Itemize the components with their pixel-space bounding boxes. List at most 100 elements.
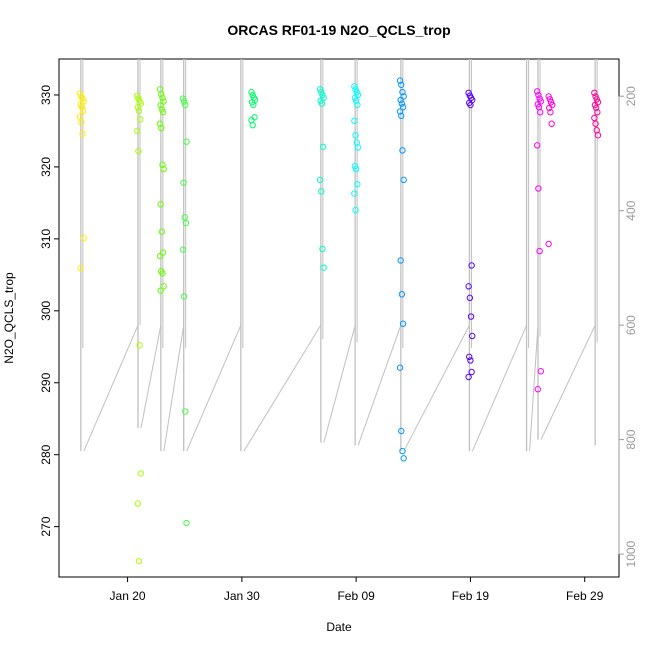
data-point xyxy=(136,342,143,349)
data-point xyxy=(466,353,473,361)
x-axis: Jan 20 Jan 30 Feb 09 Feb 19 Feb 29 xyxy=(110,576,604,603)
data-point xyxy=(398,81,405,89)
data-point xyxy=(399,320,407,327)
data-point xyxy=(400,176,407,184)
data-point xyxy=(157,101,164,109)
y-tick-label: 320 xyxy=(39,157,53,177)
data-point xyxy=(467,101,474,109)
data-point xyxy=(591,114,598,122)
y-tick-label: 290 xyxy=(39,372,53,392)
x-tick-label: Feb 29 xyxy=(566,589,604,603)
secondary-connector xyxy=(140,325,162,429)
y-axis-label: N2O_QCLS_trop xyxy=(2,272,16,364)
data-point xyxy=(157,287,164,294)
data-point xyxy=(249,121,256,129)
secondary-connector xyxy=(163,325,185,452)
secondary-connector xyxy=(323,325,356,443)
data-point xyxy=(179,95,187,102)
data-point xyxy=(534,101,541,108)
data-point xyxy=(180,293,188,300)
data-point xyxy=(354,180,361,188)
data-point xyxy=(156,252,164,260)
data-point xyxy=(591,89,598,97)
data-point xyxy=(398,427,405,435)
data-point xyxy=(465,89,472,97)
data-point xyxy=(248,88,255,96)
data-point xyxy=(351,117,358,125)
x-tick-label: Feb 09 xyxy=(337,589,375,603)
data-point xyxy=(249,91,256,99)
data-point xyxy=(318,88,325,96)
data-point xyxy=(534,142,541,149)
data-point xyxy=(534,386,541,393)
data-point xyxy=(351,83,358,90)
data-point xyxy=(79,95,86,102)
data-point xyxy=(159,94,166,102)
secondary-connector xyxy=(540,324,596,440)
data-point xyxy=(352,206,359,214)
data-point xyxy=(352,165,360,173)
data-point xyxy=(182,408,189,415)
data-point xyxy=(135,107,143,115)
data-point xyxy=(592,120,599,127)
data-point xyxy=(160,98,167,105)
secondary-connector xyxy=(243,324,322,452)
y2-tick-label: 400 xyxy=(624,200,638,220)
data-point xyxy=(593,96,600,103)
data-point xyxy=(465,283,472,290)
data-point xyxy=(469,332,476,340)
data-point xyxy=(182,219,190,227)
data-point xyxy=(318,100,326,107)
data-point xyxy=(466,294,474,302)
secondary-connector xyxy=(186,324,242,452)
data-point xyxy=(535,185,542,192)
secondary-series-layer xyxy=(80,59,598,452)
data-point xyxy=(181,214,188,221)
data-point xyxy=(468,368,475,376)
data-point xyxy=(592,104,600,112)
y-tick-label: 310 xyxy=(39,229,53,249)
data-point xyxy=(546,104,553,112)
data-point xyxy=(396,108,404,115)
data-point xyxy=(160,165,167,173)
data-point xyxy=(352,97,360,104)
data-point xyxy=(548,120,555,127)
data-point xyxy=(158,91,165,98)
data-point xyxy=(399,88,406,96)
data-point xyxy=(182,101,189,109)
data-point xyxy=(319,91,326,99)
data-point xyxy=(137,116,144,123)
data-point xyxy=(134,500,142,507)
data-point xyxy=(594,109,601,116)
data-point xyxy=(159,109,167,116)
data-point xyxy=(398,112,405,120)
data-point xyxy=(180,98,188,105)
data-point xyxy=(537,368,544,375)
data-point xyxy=(536,247,543,255)
data-point xyxy=(351,94,359,102)
data-point xyxy=(320,264,327,271)
data-point xyxy=(400,455,407,462)
data-point xyxy=(546,96,554,103)
data-point xyxy=(547,98,555,106)
plot-area-border xyxy=(58,58,620,578)
data-point xyxy=(594,132,602,139)
data-point xyxy=(545,93,552,100)
data-point xyxy=(396,364,404,371)
data-point xyxy=(135,147,142,155)
data-point xyxy=(319,245,326,253)
secondary-connector xyxy=(357,324,402,446)
data-point xyxy=(248,98,256,106)
data-point xyxy=(180,179,187,186)
data-point xyxy=(351,190,358,197)
data-point xyxy=(156,120,164,127)
data-point xyxy=(399,447,406,455)
data-point xyxy=(250,101,257,109)
data-point xyxy=(316,176,324,184)
secondary-connector xyxy=(471,324,528,452)
data-point xyxy=(179,246,187,253)
data-point xyxy=(352,86,359,93)
data-point xyxy=(592,93,599,100)
data-point xyxy=(468,262,475,269)
